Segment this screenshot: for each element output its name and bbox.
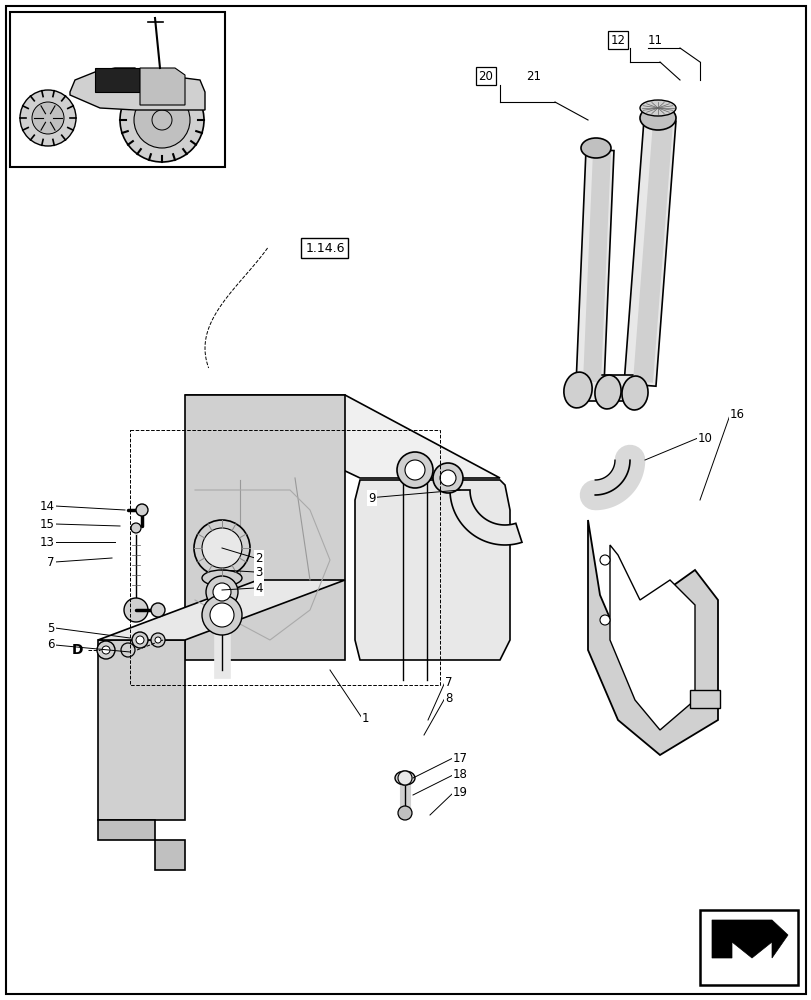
Circle shape: [397, 452, 432, 488]
Circle shape: [212, 583, 230, 601]
Text: D: D: [72, 643, 84, 657]
Polygon shape: [609, 545, 694, 730]
Text: 1.14.6: 1.14.6: [305, 241, 345, 254]
Text: 12: 12: [610, 34, 624, 47]
Text: 20: 20: [478, 70, 493, 83]
Circle shape: [102, 646, 109, 654]
Circle shape: [206, 576, 238, 608]
Text: 7: 7: [444, 676, 452, 688]
Circle shape: [135, 504, 148, 516]
Polygon shape: [95, 68, 139, 92]
Polygon shape: [70, 68, 204, 110]
Circle shape: [405, 460, 424, 480]
Polygon shape: [98, 640, 185, 820]
Circle shape: [397, 771, 411, 785]
Text: 2: 2: [255, 552, 262, 564]
Ellipse shape: [594, 375, 620, 409]
Polygon shape: [582, 152, 610, 382]
Text: 16: 16: [729, 408, 744, 422]
Circle shape: [397, 806, 411, 820]
Circle shape: [432, 463, 462, 493]
Polygon shape: [711, 920, 787, 958]
Text: 17: 17: [453, 752, 467, 764]
Text: 8: 8: [444, 692, 452, 704]
Text: 21: 21: [526, 70, 540, 83]
Circle shape: [134, 92, 190, 148]
Circle shape: [32, 102, 64, 134]
Text: 15: 15: [40, 518, 55, 530]
Polygon shape: [98, 820, 185, 870]
Text: 1: 1: [362, 712, 369, 724]
Polygon shape: [185, 395, 500, 478]
Circle shape: [155, 637, 161, 643]
Circle shape: [20, 90, 76, 146]
Text: 3: 3: [255, 566, 262, 578]
Text: 4: 4: [255, 582, 262, 594]
Bar: [699, 910, 797, 985]
Ellipse shape: [639, 106, 676, 130]
Ellipse shape: [394, 771, 414, 785]
Ellipse shape: [202, 570, 242, 586]
Text: 14: 14: [40, 499, 55, 512]
Circle shape: [131, 523, 141, 533]
Bar: [689, 690, 719, 708]
Text: 18: 18: [453, 768, 467, 781]
Text: 5: 5: [48, 621, 55, 635]
Circle shape: [202, 528, 242, 568]
Polygon shape: [354, 480, 509, 660]
Circle shape: [135, 636, 144, 644]
Bar: [10, 12, 225, 167]
Ellipse shape: [639, 100, 676, 116]
Circle shape: [599, 615, 609, 625]
Text: 6: 6: [47, 639, 55, 652]
Circle shape: [97, 641, 115, 659]
Circle shape: [124, 598, 148, 622]
Text: 9: 9: [367, 491, 375, 504]
Circle shape: [151, 603, 165, 617]
Polygon shape: [587, 520, 717, 755]
Text: 10: 10: [697, 432, 712, 444]
Circle shape: [194, 520, 250, 576]
Bar: [130, 430, 440, 685]
Circle shape: [152, 110, 172, 130]
Polygon shape: [574, 375, 644, 401]
Ellipse shape: [621, 376, 647, 410]
Circle shape: [210, 603, 234, 627]
Ellipse shape: [581, 138, 610, 158]
Ellipse shape: [563, 372, 591, 408]
Polygon shape: [185, 395, 345, 660]
Text: 13: 13: [40, 536, 55, 548]
Circle shape: [132, 632, 148, 648]
Circle shape: [151, 633, 165, 647]
Polygon shape: [633, 121, 672, 383]
Circle shape: [202, 595, 242, 635]
Polygon shape: [575, 149, 613, 386]
Circle shape: [121, 643, 135, 657]
Circle shape: [120, 78, 204, 162]
Circle shape: [599, 555, 609, 565]
Polygon shape: [449, 490, 521, 545]
Polygon shape: [139, 68, 185, 105]
Text: 11: 11: [647, 34, 663, 47]
Polygon shape: [624, 119, 675, 386]
Circle shape: [440, 470, 456, 486]
Text: 7: 7: [47, 556, 55, 568]
Text: 19: 19: [453, 786, 467, 799]
Polygon shape: [98, 580, 345, 640]
